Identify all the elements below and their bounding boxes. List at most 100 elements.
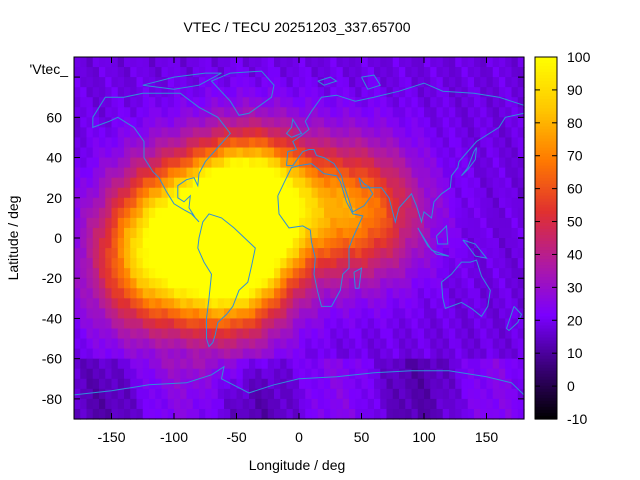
heatmap-cell (399, 298, 406, 309)
heatmap-cell (92, 97, 100, 108)
heatmap-cell (224, 97, 231, 108)
heatmap-cell (511, 117, 519, 128)
heatmap-cell (505, 388, 513, 400)
heatmap-cell (436, 117, 444, 128)
heatmap-cell (286, 227, 294, 239)
heatmap-cell (499, 288, 506, 299)
heatmap-cell (374, 328, 381, 340)
heatmap-cell (292, 127, 300, 139)
heatmap-cell (349, 398, 356, 410)
heatmap-cell (461, 117, 469, 128)
heatmap-cell (236, 127, 244, 139)
heatmap-cell (455, 388, 463, 400)
heatmap-cell (136, 87, 144, 98)
heatmap-cell (92, 318, 100, 330)
heatmap-cell (192, 338, 200, 350)
heatmap-cell (99, 127, 106, 139)
heatmap-cell (486, 388, 494, 400)
heatmap-cell (155, 157, 163, 169)
heatmap-cell (505, 197, 513, 209)
heatmap-cell (205, 217, 213, 229)
heatmap-cell (261, 268, 269, 279)
colorbar-swatch (535, 295, 557, 299)
heatmap-cell (92, 187, 100, 199)
heatmap-cell (274, 398, 281, 410)
heatmap-cell (217, 368, 225, 380)
heatmap-cell (399, 217, 406, 229)
heatmap-cell (461, 338, 469, 350)
heatmap-cell (349, 288, 356, 299)
heatmap-cell (342, 258, 350, 269)
heatmap-cell (161, 77, 169, 88)
heatmap-cell (467, 248, 475, 259)
heatmap-cell (292, 238, 300, 249)
heatmap-cell (192, 137, 200, 149)
heatmap-cell (305, 177, 313, 189)
heatmap-cell (399, 278, 406, 289)
heatmap-cell (467, 227, 475, 239)
heatmap-cell (355, 97, 363, 108)
heatmap-cell (86, 67, 94, 78)
heatmap-cell (317, 77, 325, 88)
heatmap-cell (205, 288, 213, 299)
heatmap-cell (380, 127, 388, 139)
heatmap-cell (261, 398, 269, 410)
heatmap-cell (80, 368, 88, 380)
heatmap-cell (292, 57, 300, 68)
heatmap-cell (224, 147, 231, 159)
colorbar-swatch (535, 304, 557, 308)
heatmap-cell (249, 408, 256, 420)
heatmap-cell (80, 338, 88, 350)
heatmap-cell (180, 288, 188, 299)
heatmap-cell (92, 127, 100, 139)
heatmap-cell (274, 238, 281, 249)
heatmap-cell (167, 87, 175, 98)
heatmap-cell (436, 97, 444, 108)
heatmap-cell (467, 328, 475, 340)
heatmap-cell (255, 207, 263, 219)
heatmap-cell (486, 258, 494, 269)
heatmap-cell (311, 298, 319, 309)
heatmap-cell (74, 77, 81, 88)
heatmap-cell (349, 137, 356, 149)
heatmap-cell (417, 107, 425, 118)
colorbar-swatch (535, 135, 557, 140)
heatmap-cell (236, 368, 244, 380)
heatmap-cell (230, 358, 238, 370)
heatmap-cell (361, 177, 369, 189)
heatmap-cell (261, 87, 269, 98)
heatmap-cell (230, 338, 238, 350)
heatmap-cell (192, 358, 200, 370)
heatmap-cell (111, 67, 119, 78)
heatmap-cell (474, 268, 481, 279)
heatmap-cell (486, 207, 494, 219)
heatmap-cell (442, 388, 450, 400)
heatmap-cell (174, 227, 181, 239)
heatmap-cell (149, 238, 156, 249)
heatmap-cell (361, 217, 369, 229)
heatmap-cell (230, 328, 238, 340)
heatmap-cell (99, 177, 106, 189)
heatmap-cell (99, 338, 106, 350)
heatmap-cell (130, 187, 138, 199)
heatmap-cell (511, 207, 519, 219)
heatmap-cell (336, 177, 344, 189)
heatmap-cell (430, 207, 438, 219)
heatmap-cell (355, 167, 363, 179)
heatmap-cell (499, 278, 506, 289)
heatmap-cell (299, 227, 306, 239)
colorbar-swatch (535, 114, 557, 118)
heatmap-cell (105, 328, 113, 340)
heatmap-cell (205, 318, 213, 330)
heatmap-cell (411, 248, 419, 259)
heatmap-cell (499, 77, 506, 88)
heatmap-cell (411, 217, 419, 229)
colorbar-swatch (535, 147, 557, 152)
heatmap-cell (349, 318, 356, 330)
heatmap-cell (517, 288, 525, 299)
heatmap-cell (249, 117, 256, 128)
heatmap-cell (455, 197, 463, 209)
heatmap-cell (249, 278, 256, 289)
colorbar-swatch (535, 105, 557, 109)
heatmap-cell (111, 368, 119, 380)
